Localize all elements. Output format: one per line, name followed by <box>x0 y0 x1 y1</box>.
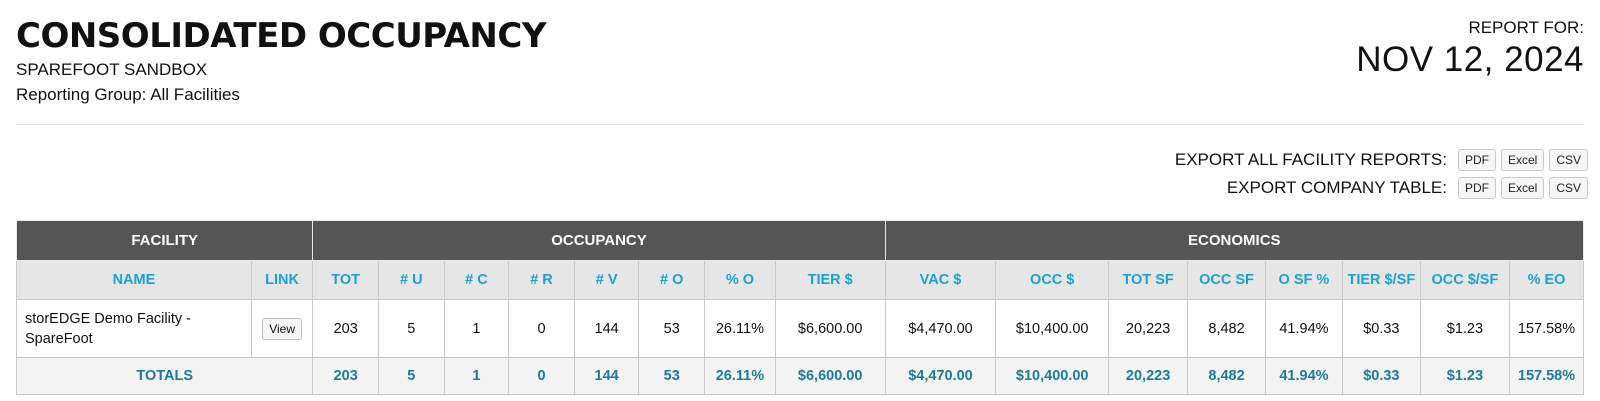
totals-cell: 157.58% <box>1509 357 1584 395</box>
totals-cell: 26.11% <box>704 357 776 395</box>
table-cell: 157.58% <box>1509 299 1584 358</box>
group-header-economics: ECONOMICS <box>884 220 1585 261</box>
totals-cell: $0.33 <box>1341 357 1421 395</box>
export-all-facility-row: EXPORT ALL FACILITY REPORTS: PDF Excel C… <box>1175 148 1588 172</box>
column-header-row: NAME LINK TOT # U # C # R # V # O % O TI… <box>16 260 1584 300</box>
column-header-occupied[interactable]: # O <box>638 260 706 300</box>
group-header-row: FACILITY OCCUPANCY ECONOMICS <box>15 220 1585 261</box>
export-all-pdf-button[interactable]: PDF <box>1457 149 1496 171</box>
column-header-link[interactable]: LINK <box>250 260 314 300</box>
occupancy-table: FACILITY OCCUPANCY ECONOMICS NAME LINK T… <box>15 220 1585 395</box>
report-date-block: REPORT FOR: NOV 12, 2024 <box>1356 18 1584 80</box>
totals-cell: $10,400.00 <box>995 357 1110 395</box>
export-all-facility-label: EXPORT ALL FACILITY REPORTS: <box>1174 150 1447 169</box>
column-header-c[interactable]: # C <box>443 260 510 300</box>
view-facility-button[interactable]: View <box>262 317 302 340</box>
facility-link-cell: View <box>250 299 314 358</box>
column-header-units[interactable]: # U <box>377 260 445 300</box>
table-cell: 144 <box>573 299 640 358</box>
totals-cell: 0 <box>508 357 575 395</box>
table-cell: 20,223 <box>1108 299 1189 358</box>
totals-cell: $6,600.00 <box>774 357 886 395</box>
facility-name-line1: storEDGE Demo Facility - <box>25 310 191 327</box>
table-cell: 5 <box>377 299 445 358</box>
facility-name-line2: SpareFoot <box>25 330 93 347</box>
column-header-vacant[interactable]: # V <box>573 260 640 300</box>
column-header-name[interactable]: NAME <box>16 260 252 300</box>
table-cell: 26.11% <box>704 299 776 358</box>
totals-label: TOTALS <box>15 357 314 395</box>
column-header-pct-eo[interactable]: % EO <box>1509 260 1584 300</box>
export-controls: EXPORT ALL FACILITY REPORTS: PDF Excel C… <box>1175 148 1588 204</box>
export-all-csv-button[interactable]: CSV <box>1549 149 1588 171</box>
header-divider <box>16 124 1584 125</box>
column-header-occ-per-sf[interactable]: OCC $/SF <box>1419 260 1511 300</box>
table-cell: 0 <box>508 299 575 358</box>
table-cell: $4,470.00 <box>884 299 997 358</box>
totals-cell: 53 <box>638 357 706 395</box>
totals-cell: 41.94% <box>1264 357 1343 395</box>
group-header-facility: FACILITY <box>15 220 314 261</box>
column-header-vac-dollars[interactable]: VAC $ <box>884 260 997 300</box>
report-for-label: REPORT FOR: <box>1468 18 1584 37</box>
totals-cell: $4,470.00 <box>884 357 997 395</box>
totals-cell: 203 <box>312 357 379 395</box>
group-header-occupancy: OCCUPANCY <box>312 220 886 261</box>
export-company-table-label: EXPORT COMPANY TABLE: <box>1226 178 1447 197</box>
table-cell: 41.94% <box>1264 299 1343 358</box>
table-cell: 8,482 <box>1187 299 1266 358</box>
reporting-group: Reporting Group: All Facilities <box>16 85 240 104</box>
facility-name-cell: storEDGE Demo Facility - SpareFoot <box>16 299 252 358</box>
totals-cell: 1 <box>443 357 510 395</box>
table-cell: $1.23 <box>1419 299 1511 358</box>
totals-cell: 8,482 <box>1187 357 1266 395</box>
table-cell: $6,600.00 <box>774 299 886 358</box>
totals-cell: 144 <box>573 357 640 395</box>
table-cell: $10,400.00 <box>995 299 1110 358</box>
totals-cell: 5 <box>377 357 445 395</box>
column-header-o-sf-pct[interactable]: O SF % <box>1264 260 1343 300</box>
export-company-pdf-button[interactable]: PDF <box>1457 177 1496 199</box>
column-header-tier-per-sf[interactable]: TIER $/SF <box>1341 260 1421 300</box>
table-row: storEDGE Demo Facility - SpareFoot View … <box>16 299 1584 358</box>
column-header-occ-dollars[interactable]: OCC $ <box>995 260 1110 300</box>
table-cell: 53 <box>638 299 706 358</box>
column-header-tot-sf[interactable]: TOT SF <box>1108 260 1189 300</box>
totals-cell: 20,223 <box>1108 357 1189 395</box>
export-company-excel-button[interactable]: Excel <box>1500 177 1545 199</box>
column-header-r[interactable]: # R <box>508 260 575 300</box>
export-company-table-row: EXPORT COMPANY TABLE: PDF Excel CSV <box>1175 176 1588 200</box>
totals-cell: $1.23 <box>1419 357 1511 395</box>
report-header: CONSOLIDATED OCCUPANCY SPAREFOOT SANDBOX… <box>16 16 1584 126</box>
totals-row: TOTALS 203 5 1 0 144 53 26.11% $6,600.00… <box>15 357 1584 395</box>
report-date: NOV 12, 2024 <box>1356 40 1584 79</box>
column-header-tot[interactable]: TOT <box>312 260 379 300</box>
export-company-csv-button[interactable]: CSV <box>1549 177 1588 199</box>
table-cell: $0.33 <box>1341 299 1421 358</box>
column-header-pct-occupied[interactable]: % O <box>704 260 776 300</box>
page-title: CONSOLIDATED OCCUPANCY <box>16 16 546 56</box>
export-all-excel-button[interactable]: Excel <box>1500 149 1545 171</box>
company-name: SPAREFOOT SANDBOX <box>16 60 208 79</box>
table-cell: 203 <box>312 299 379 358</box>
column-header-tier[interactable]: TIER $ <box>774 260 886 300</box>
column-header-occ-sf[interactable]: OCC SF <box>1187 260 1266 300</box>
table-cell: 1 <box>443 299 510 358</box>
